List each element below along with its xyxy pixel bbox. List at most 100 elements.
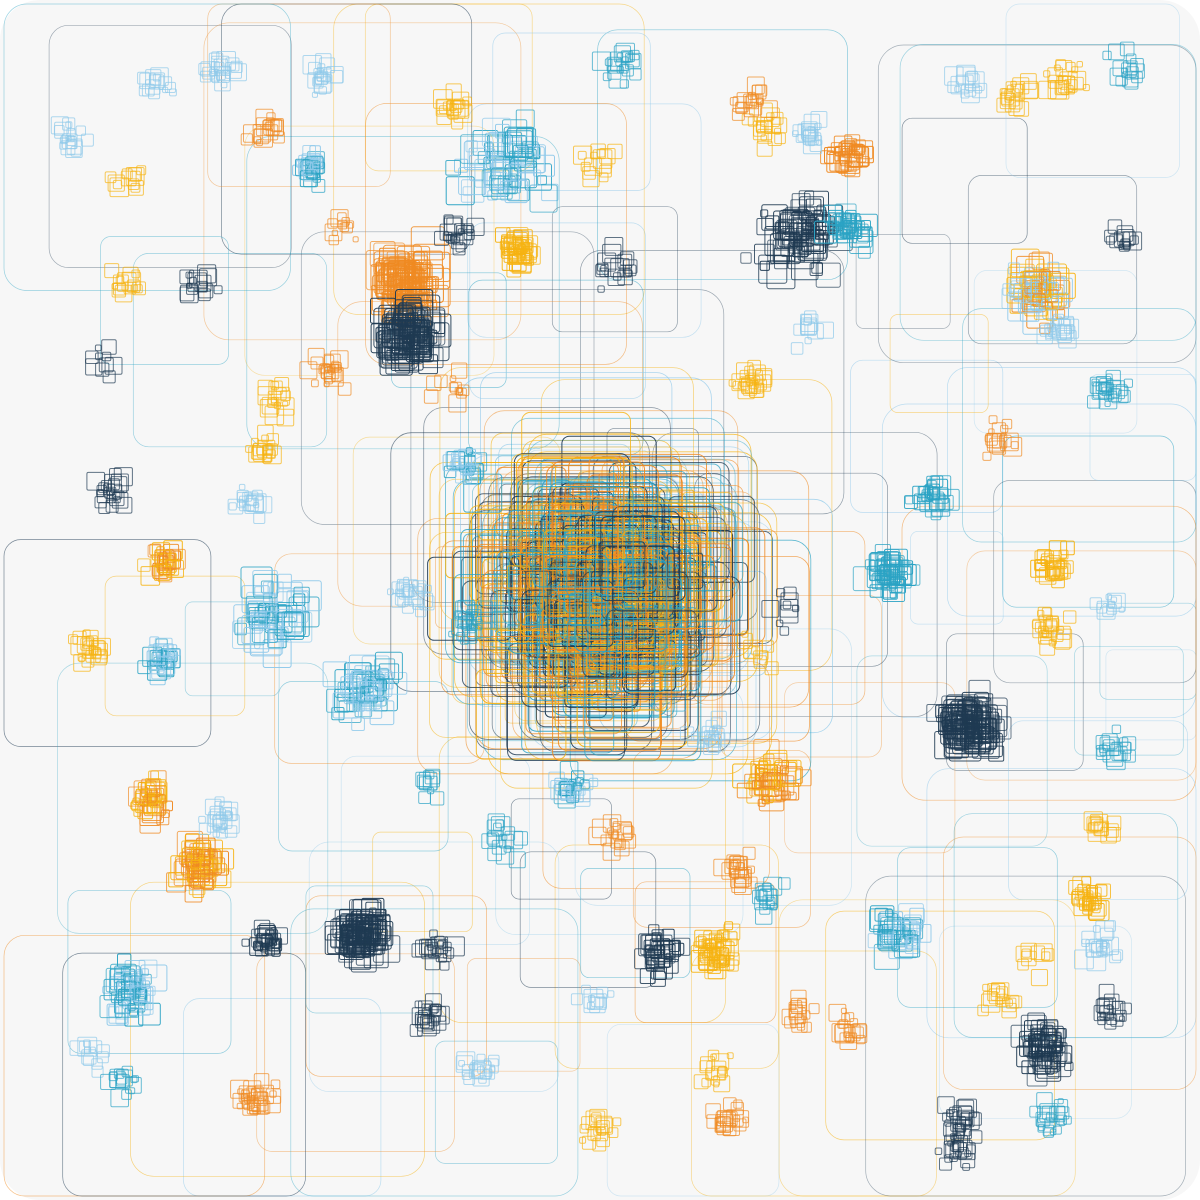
scatter-square: [454, 610, 463, 619]
scatter-square: [756, 886, 773, 902]
cluster-square: [342, 682, 360, 700]
scatter-square: [710, 1053, 717, 1060]
large-frame: [901, 505, 1197, 801]
cluster-square: [726, 959, 739, 972]
cluster-square: [165, 552, 175, 562]
cluster-square: [383, 260, 418, 295]
scatter-square: [262, 120, 273, 130]
scatter-square: [1038, 80, 1057, 100]
scatter-square: [733, 1099, 743, 1109]
scatter-square: [746, 76, 765, 95]
cluster-square: [302, 145, 316, 159]
cluster-square: [207, 847, 215, 856]
scatter-square: [443, 217, 463, 237]
scatter-square: [1111, 724, 1122, 734]
scatter-square: [1050, 80, 1070, 100]
cluster-square: [874, 907, 889, 922]
scatter-square: [443, 233, 452, 242]
scatter-square: [736, 632, 754, 650]
scatter-square: [104, 263, 120, 279]
large-frame: [466, 958, 581, 1072]
cluster-square: [566, 535, 628, 597]
cluster-square: [350, 670, 366, 686]
cluster-square: [401, 319, 432, 350]
scatter-square: [710, 1076, 721, 1086]
cluster-square: [925, 494, 933, 502]
cluster-square: [378, 329, 409, 360]
cluster-square: [156, 645, 169, 658]
scatter-square: [760, 100, 778, 118]
scatter-square: [437, 948, 444, 955]
scatter-square: [462, 96, 473, 107]
cluster-square: [703, 949, 712, 958]
scatter-square: [991, 422, 1007, 437]
cluster-square: [823, 204, 843, 224]
cluster-square: [489, 175, 505, 191]
scatter-square: [104, 473, 122, 492]
cluster-square: [757, 798, 766, 807]
scatter-square: [807, 323, 824, 340]
scatter-square: [339, 222, 350, 232]
scatter-square: [700, 1056, 716, 1072]
cluster-square: [276, 588, 304, 616]
scatter-square: [590, 993, 607, 1011]
scatter-square: [495, 819, 505, 829]
scatter-square: [1001, 418, 1013, 430]
scatter-square: [60, 135, 69, 144]
large-frame: [691, 531, 866, 705]
scatter-square: [1037, 1113, 1057, 1133]
scatter-square: [96, 1044, 110, 1058]
cluster-square: [415, 325, 428, 338]
cluster-square: [352, 936, 371, 955]
scatter-square: [592, 1137, 607, 1152]
large-frame: [901, 117, 1028, 244]
scatter-square: [282, 400, 289, 407]
large-frame: [580, 868, 691, 979]
scatter-square: [1005, 998, 1013, 1007]
scatter-square: [110, 1088, 130, 1108]
scatter-square: [458, 1060, 466, 1067]
cluster-square: [491, 167, 518, 195]
large-frame: [57, 662, 329, 934]
scatter-square: [107, 174, 125, 192]
cluster-square: [379, 667, 389, 677]
scatter-square: [999, 93, 1016, 110]
scatter-square: [455, 387, 464, 396]
scatter-square: [315, 53, 332, 70]
scatter-square: [597, 252, 617, 272]
cluster-square: [1002, 283, 1015, 296]
cluster-square: [137, 558, 151, 572]
scatter-square: [229, 63, 247, 82]
cluster-square: [260, 934, 274, 947]
scatter-square: [341, 217, 350, 226]
cluster-square: [481, 169, 510, 198]
cluster-square: [799, 233, 827, 261]
scatter-square: [766, 896, 776, 907]
cluster-square: [668, 940, 681, 953]
scatter-square: [241, 1095, 256, 1109]
scatter-square: [403, 585, 423, 606]
cluster-square: [190, 873, 206, 889]
cluster-square: [564, 484, 594, 514]
cluster-square: [951, 707, 982, 739]
scatter-square: [62, 117, 76, 131]
cluster-square: [1051, 574, 1065, 589]
scatter-square: [1100, 826, 1117, 844]
large-frame: [62, 952, 306, 1197]
cluster-square: [533, 600, 571, 638]
scatter-square: [1037, 609, 1045, 618]
cluster-square: [779, 212, 809, 241]
cluster-square: [165, 548, 186, 570]
cluster-square: [838, 212, 853, 227]
cluster-square: [138, 959, 158, 979]
cluster-square: [749, 773, 773, 797]
scatter-square: [600, 834, 613, 847]
cluster-square: [525, 496, 619, 589]
scatter-square: [395, 582, 411, 597]
scatter-square: [1081, 930, 1095, 945]
scatter-square: [455, 600, 472, 618]
scatter-square: [960, 89, 970, 99]
scatter-square: [753, 655, 767, 669]
scatter-square: [1122, 71, 1139, 88]
scatter-square: [319, 57, 336, 74]
